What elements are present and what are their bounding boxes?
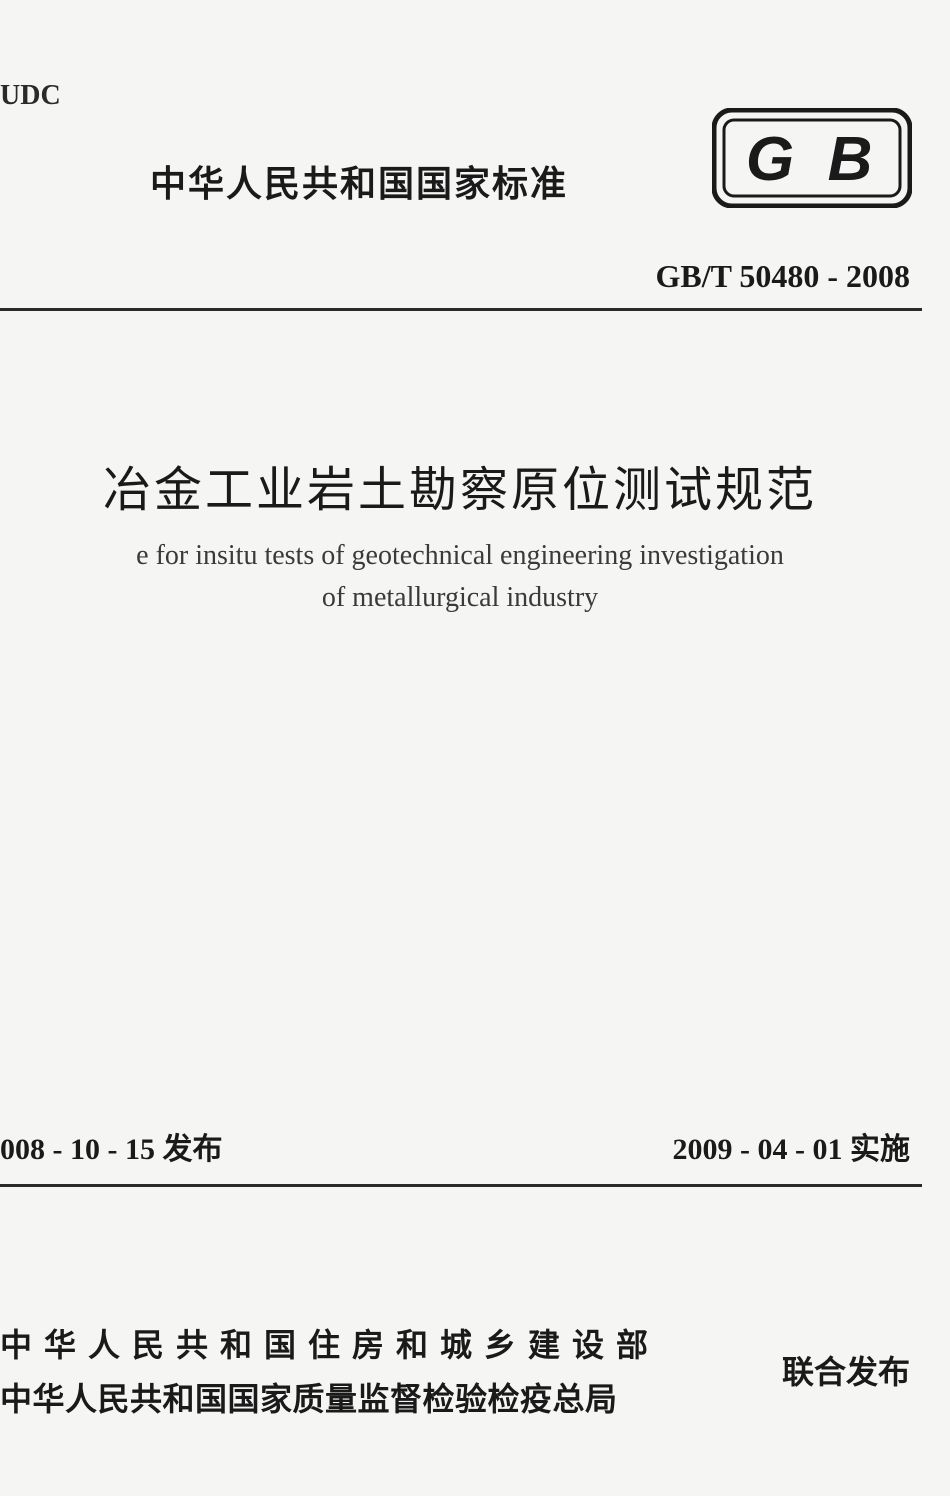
implementation-date: 2009 - 04 - 01 实施: [673, 1124, 910, 1168]
gb-logo-icon: G B: [712, 108, 912, 208]
horizontal-rule-top: [0, 308, 922, 311]
udc-label: UDC: [0, 80, 61, 112]
title-english-line1: e for insitu tests of geotechnical engin…: [0, 540, 920, 572]
standard-code: GB/T 50480 - 2008: [655, 258, 910, 295]
publisher-block: 中华人民共和国住房和城乡建设部 中华人民共和国国家质量监督检验检疫总局 联合发布: [0, 1320, 910, 1420]
title-english-line2: of metallurgical industry: [0, 582, 920, 614]
standard-cover-page: UDC 中华人民共和国国家标准 G B GB/T 50480 - 2008 冶金…: [0, 0, 950, 1496]
svg-text:G: G: [746, 125, 794, 194]
publisher-line-2: 中华人民共和国国家质量监督检验检疫总局: [0, 1374, 660, 1420]
dates-row: 008 - 10 - 15 发布 2009 - 04 - 01 实施: [0, 1124, 910, 1168]
title-chinese: 冶金工业岩土勘察原位测试规范: [0, 450, 920, 520]
publisher-names: 中华人民共和国住房和城乡建设部 中华人民共和国国家质量监督检验检疫总局: [0, 1320, 660, 1420]
joint-publish-label: 联合发布: [782, 1347, 910, 1393]
horizontal-rule-bottom: [0, 1184, 922, 1187]
national-standard-label: 中华人民共和国国家标准: [150, 155, 568, 207]
publisher-line-1: 中华人民共和国住房和城乡建设部: [0, 1320, 660, 1366]
issue-date: 008 - 10 - 15 发布: [0, 1124, 222, 1168]
svg-text:B: B: [828, 125, 873, 194]
